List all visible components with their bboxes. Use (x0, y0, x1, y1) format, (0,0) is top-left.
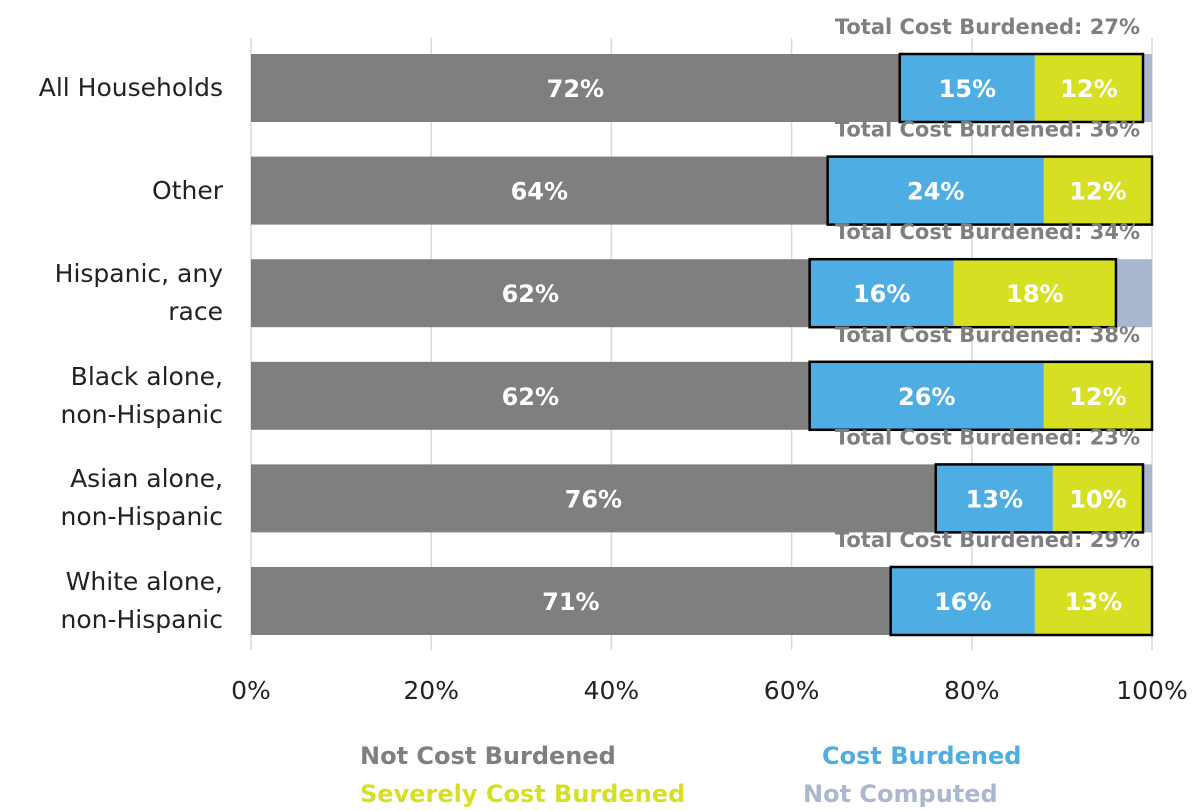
total-label: Total Cost Burdened: 29% (835, 528, 1140, 552)
data-label: 16% (853, 280, 910, 308)
burden-outline (898, 52, 1145, 124)
data-label: 15% (939, 75, 996, 103)
bar-segment (251, 567, 891, 635)
total-label: Total Cost Burdened: 34% (835, 220, 1140, 244)
data-label: 10% (1069, 485, 1126, 513)
bar-segment (809, 361, 1044, 430)
bar-segment (251, 54, 900, 122)
bar-segment (251, 259, 810, 328)
burden-outline (826, 155, 1154, 226)
data-label: 64% (511, 178, 568, 206)
bar-segment (251, 464, 936, 533)
burden-outline (934, 463, 1145, 534)
data-label: 24% (907, 178, 964, 206)
bar-segment (1043, 361, 1152, 430)
burden-outline (808, 360, 1154, 432)
data-label: 62% (502, 383, 559, 411)
data-label: 26% (898, 383, 955, 411)
x-tick-label: 40% (584, 676, 640, 705)
y-tick-label: Other (152, 175, 223, 205)
legend-entry: Severely Cost Burdened (360, 780, 685, 808)
bar-segment (809, 259, 954, 328)
bar-segment (953, 259, 1116, 328)
x-tick-label: 0% (231, 676, 271, 705)
data-label: 12% (1069, 178, 1126, 206)
legend-entry: Not Cost Burdened (360, 742, 616, 770)
data-label: 12% (1060, 75, 1117, 103)
bar-segment (899, 54, 1035, 122)
data-label: 62% (502, 280, 559, 308)
x-tick-label: 60% (764, 676, 820, 705)
data-label: 72% (547, 75, 604, 103)
y-tick-label: Hispanic, any race (54, 259, 223, 327)
total-label: Total Cost Burdened: 36% (835, 118, 1140, 142)
data-label: 12% (1069, 383, 1126, 411)
x-tick-label: 80% (944, 676, 1000, 705)
y-tick-label: Asian alone, non-Hispanic (60, 464, 224, 532)
x-tick-label: 100% (1116, 676, 1187, 705)
bar-segment (1115, 259, 1152, 328)
bar-segment (1142, 464, 1152, 533)
y-tick-label: Black alone, non-Hispanic (60, 361, 224, 429)
burden-outline (808, 257, 1118, 329)
total-label: Total Cost Burdened: 23% (835, 425, 1140, 449)
legend-entry: Not Computed (803, 780, 998, 808)
bar-segment (890, 567, 1035, 635)
bar-segment (1142, 54, 1152, 122)
bar-segment (827, 156, 1044, 225)
data-label: 71% (542, 588, 599, 616)
data-label: 76% (565, 485, 622, 513)
bar-segment (1052, 464, 1143, 533)
legend-entry: Cost Burdened (822, 742, 1021, 770)
data-label: 13% (966, 485, 1023, 513)
total-label: Total Cost Burdened: 27% (835, 15, 1140, 39)
y-tick-label: All Households (38, 73, 223, 102)
bar-segment (935, 464, 1053, 533)
x-tick-label: 20% (403, 676, 459, 705)
total-label: Total Cost Burdened: 38% (835, 323, 1140, 347)
y-tick-label: White alone, non-Hispanic (60, 567, 224, 634)
bar-segment (251, 361, 810, 430)
burden-outline (889, 565, 1154, 637)
data-label: 18% (1006, 280, 1063, 308)
bar-segment (251, 156, 828, 225)
bar-segment (1043, 156, 1152, 225)
bar-segment (1034, 54, 1143, 122)
data-label: 16% (934, 588, 991, 616)
data-label: 13% (1065, 588, 1122, 616)
bar-segment (1034, 567, 1152, 635)
